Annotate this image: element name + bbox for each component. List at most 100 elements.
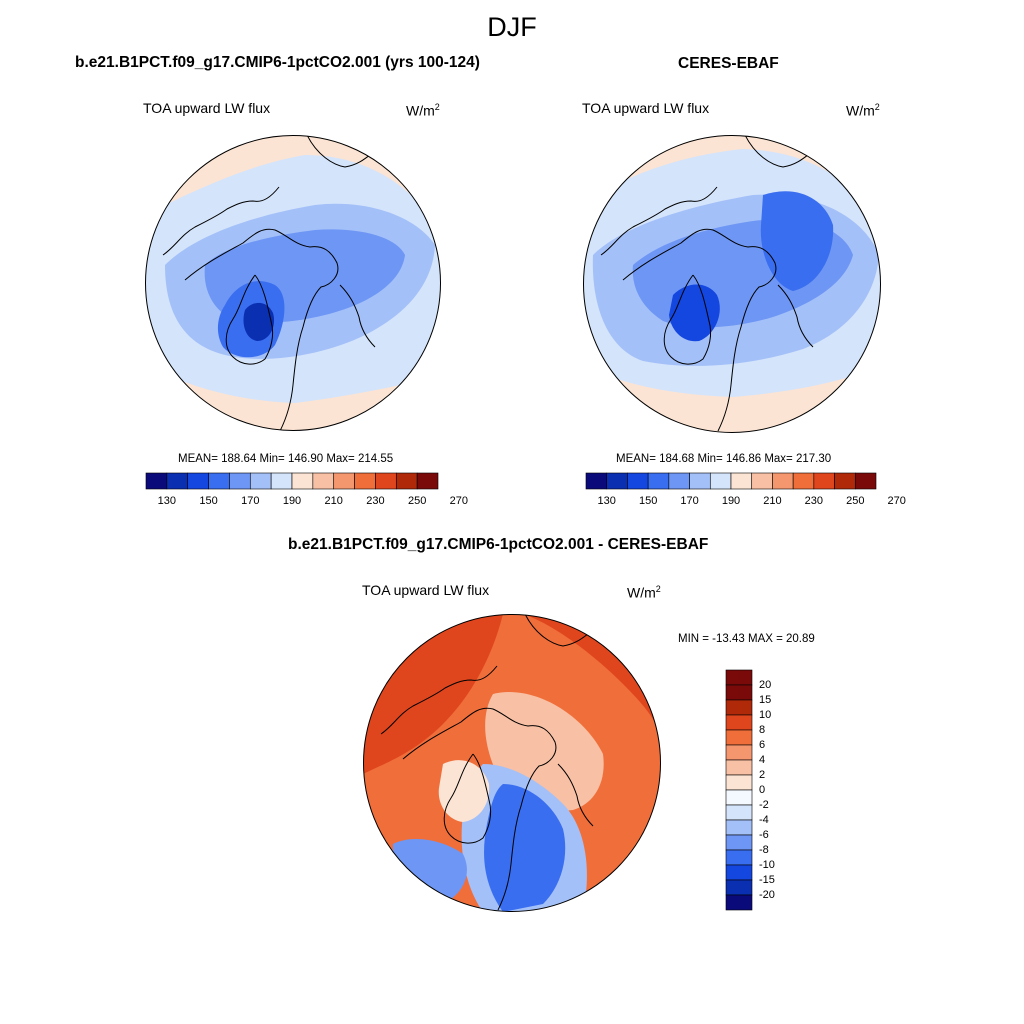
coastline <box>600 186 718 256</box>
panel3-colorbar <box>725 669 753 911</box>
colorbar-tick-label: 150 <box>638 495 658 507</box>
panel3-colorbar-box <box>725 894 753 911</box>
colorbar-tick-label: 190 <box>721 495 741 507</box>
panel2-colorbar-box <box>689 472 711 490</box>
panel3-colorbar-box <box>725 819 753 836</box>
map-boundary-circle <box>363 614 661 912</box>
panel1-colorbar-box <box>166 472 189 490</box>
colorbar-tick-label: 20 <box>759 679 772 691</box>
panel3-colorbar-box <box>725 744 753 761</box>
panel2-variable-label: TOA upward LW flux <box>582 100 710 116</box>
colorbar-tick-label: 170 <box>680 495 699 507</box>
panel1-polar-map <box>145 135 441 431</box>
panel2-colorbar-box <box>668 472 690 490</box>
map-boundary-circle <box>145 135 441 431</box>
panel1-colorbar-box <box>249 472 272 490</box>
panel1-colorbar-box <box>333 472 355 490</box>
panel1-colorbar-box <box>312 472 335 490</box>
coastline <box>339 284 376 348</box>
colorbar-tick-label: 15 <box>759 694 772 706</box>
panel2-colorbar <box>585 472 877 490</box>
panel2-colorbar-box <box>792 472 815 490</box>
panel3-colorbar-box <box>725 774 753 791</box>
panel2-colorbar-box <box>772 472 794 490</box>
panel3-colorbar-box <box>725 729 753 746</box>
flux-contour-region <box>438 760 490 822</box>
panel2-polar-map <box>583 135 881 433</box>
panel3-colorbar-box <box>725 669 753 686</box>
colorbar-tick-label: 210 <box>324 495 343 507</box>
colorbar-tick-label: -4 <box>759 814 769 826</box>
coastline <box>402 707 557 911</box>
colorbar-tick-label: -10 <box>759 859 775 871</box>
panel3-colorbar-box <box>725 849 753 866</box>
colorbar-tick-label: 4 <box>759 754 766 766</box>
panel2-colorbar-box <box>647 472 670 490</box>
panel2-colorbar-box <box>709 472 732 490</box>
colorbar-tick-label: 230 <box>804 495 824 507</box>
panel1-colorbar-box <box>395 472 418 490</box>
panel3-colorbar-ticks: 20 15 10 8 6 4 2 0 -2 -4 -6 -8 -10 -15 -20 <box>759 670 799 910</box>
colorbar-tick-label: -15 <box>759 874 775 886</box>
panel1-colorbar-box <box>416 472 439 490</box>
panel2-colorbar-box <box>813 472 835 490</box>
panel1-colorbar <box>145 472 439 490</box>
panel2-units: W/m2 <box>846 102 880 119</box>
coastline <box>622 228 777 432</box>
coastline <box>184 228 339 431</box>
panel3-colorbar-box <box>725 759 753 776</box>
panel1-colorbar-box <box>145 472 168 490</box>
panel3-colorbar-box <box>725 699 753 716</box>
colorbar-tick-label: 230 <box>366 495 385 507</box>
colorbar-tick-label: 150 <box>199 495 218 507</box>
coastline <box>380 665 498 735</box>
coastline <box>306 135 376 168</box>
flux-contour-region <box>484 784 566 912</box>
colorbar-tick-label: 270 <box>887 495 906 507</box>
panel2-stats: MEAN= 184.68 Min= 146.86 Max= 217.30 <box>616 453 832 465</box>
colorbar-tick-label: 270 <box>449 495 469 507</box>
panel1-variable-label: TOA upward LW flux <box>143 100 271 116</box>
colorbar-tick-label: 6 <box>759 739 766 751</box>
panel1-colorbar-box <box>229 472 251 490</box>
colorbar-tick-label: 8 <box>759 724 766 736</box>
colorbar-tick-label: 250 <box>846 495 865 507</box>
colorbar-tick-label: 10 <box>759 709 772 721</box>
panel2-colorbar-box <box>854 472 877 490</box>
panel1-title: b.e21.B1PCT.f09_g17.CMIP6-1pctCO2.001 (y… <box>75 54 480 71</box>
colorbar-tick-label: 170 <box>241 495 260 507</box>
figure-title: DJF <box>487 12 537 42</box>
panel3-colorbar-box <box>725 879 753 896</box>
panel3-title: b.e21.B1PCT.f09_g17.CMIP6-1pctCO2.001 - … <box>288 536 709 553</box>
colorbar-tick-label: 190 <box>282 495 302 507</box>
colorbar-tick-label: -20 <box>759 889 775 901</box>
panel3-stats: MIN = -13.43 MAX = 20.89 <box>678 633 815 645</box>
panel3-colorbar-box <box>725 714 753 731</box>
panel1-colorbar-box <box>354 472 376 490</box>
panel3-colorbar-box <box>725 834 753 851</box>
colorbar-tick-label: 130 <box>157 495 177 507</box>
coastline <box>777 284 814 348</box>
colorbar-tick-label: -6 <box>759 829 769 841</box>
coastline <box>225 274 274 365</box>
panel1-units: W/m2 <box>406 102 440 119</box>
panel3-polar-map <box>363 614 661 912</box>
coastline <box>524 614 594 647</box>
coastline <box>557 763 594 827</box>
panel2-colorbar-ticks: 130 150 170 190 210 230 250 270 <box>586 495 906 509</box>
panel2-colorbar-box <box>730 472 753 490</box>
colorbar-tick-label: 210 <box>763 495 782 507</box>
panel1-colorbar-box <box>187 472 209 490</box>
panel2-colorbar-box <box>834 472 856 490</box>
coastline <box>744 135 814 168</box>
coastline <box>663 274 712 365</box>
panel2-title: CERES-EBAF <box>678 55 779 72</box>
coastline <box>162 186 280 256</box>
panel2-colorbar-box <box>627 472 649 490</box>
colorbar-tick-label: 130 <box>597 495 616 507</box>
panel1-colorbar-box <box>375 472 397 490</box>
colorbar-tick-label: -8 <box>759 844 769 856</box>
flux-contour-region <box>243 302 275 341</box>
panel1-stats: MEAN= 188.64 Min= 146.90 Max= 214.55 <box>178 453 394 465</box>
panel1-colorbar-ticks: 130 150 170 190 210 230 250 270 <box>146 495 468 509</box>
